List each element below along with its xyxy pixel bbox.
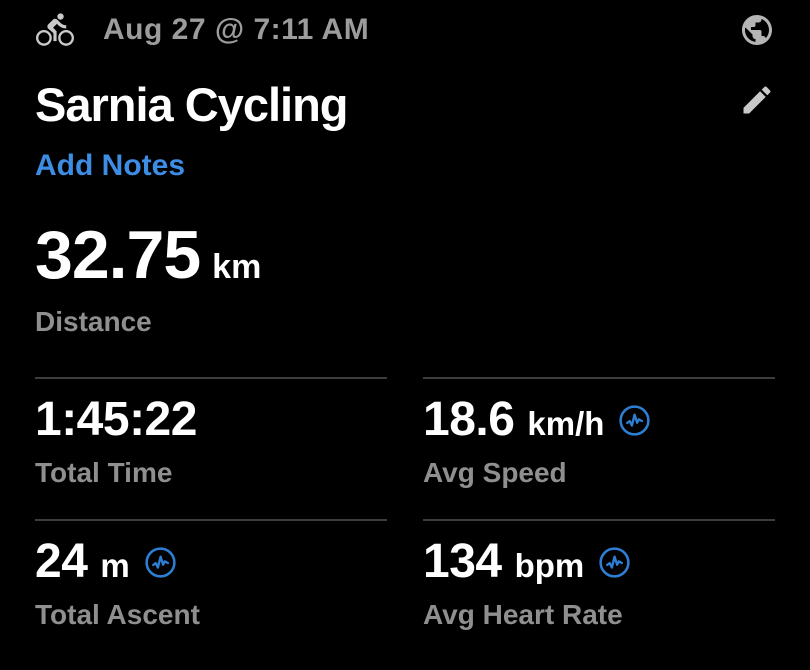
metric-label: Total Ascent: [35, 599, 200, 630]
metric-cell[interactable]: 18.6 km/h Avg Speed: [423, 377, 775, 519]
globe-icon[interactable]: [739, 12, 775, 48]
metric-unit: bpm: [514, 547, 585, 584]
pencil-icon[interactable]: [739, 80, 775, 118]
title-row: Sarnia Cycling: [35, 80, 775, 129]
waveform-chart-icon[interactable]: [598, 546, 631, 579]
metric-value: 134: [423, 535, 502, 588]
cyclist-icon: [35, 11, 75, 49]
metric-unit: m: [100, 547, 130, 584]
distance-value-row: 32.75 km: [35, 221, 775, 289]
metric-value-row: 18.6 km/h: [423, 394, 775, 446]
add-notes-link[interactable]: Add Notes: [35, 149, 185, 182]
metric-cell: 1:45:22 Total Time: [35, 377, 387, 519]
header-bar: Aug 27 @ 7:11 AM: [35, 0, 775, 50]
metric-value: 1:45:22: [35, 393, 197, 446]
distance-metric: 32.75 km Distance: [35, 221, 775, 339]
metric-unit: km/h: [527, 405, 605, 442]
metric-value: 32.75: [35, 217, 201, 293]
metric-value-row: 134 bpm: [423, 536, 775, 588]
metric-cell[interactable]: 134 bpm Avg Heart Rate: [423, 519, 775, 661]
waveform-chart-icon[interactable]: [144, 546, 177, 579]
metrics-grid: 1:45:22 Total Time 18.6 km/h Avg Speed 2…: [35, 377, 775, 661]
metric-value: 18.6: [423, 393, 515, 446]
metric-value-row: 24 m: [35, 536, 387, 588]
metric-label: Avg Heart Rate: [423, 599, 623, 630]
metric-cell[interactable]: 24 m Total Ascent: [35, 519, 387, 661]
metric-value-row: 1:45:22: [35, 394, 387, 446]
metric-label: Total Time: [35, 457, 173, 488]
activity-date: Aug 27 @ 7:11 AM: [103, 13, 370, 46]
metric-value: 24: [35, 535, 88, 588]
metric-unit: km: [212, 248, 262, 286]
waveform-chart-icon[interactable]: [618, 404, 651, 437]
activity-title: Sarnia Cycling: [35, 78, 348, 131]
metric-label: Avg Speed: [423, 457, 567, 488]
metric-label: Distance: [35, 306, 152, 337]
